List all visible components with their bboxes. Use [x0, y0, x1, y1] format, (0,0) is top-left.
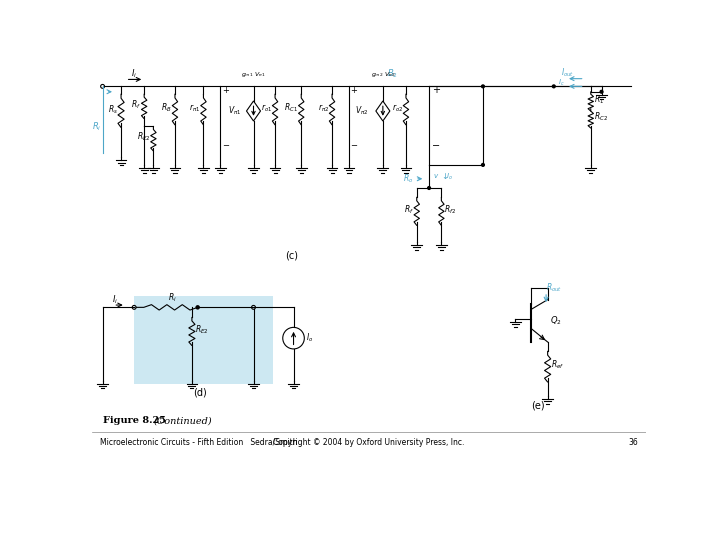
Text: $I_{out}$: $I_{out}$ — [561, 66, 575, 79]
Text: $I_c$: $I_c$ — [558, 78, 564, 89]
Text: (d): (d) — [193, 387, 207, 397]
Text: $r_{o2}$: $r_{o2}$ — [392, 102, 403, 114]
Text: −: − — [432, 140, 440, 151]
Circle shape — [482, 85, 485, 87]
Text: $V_{\pi 1}$: $V_{\pi 1}$ — [228, 105, 241, 117]
Text: $B_2$: $B_2$ — [387, 68, 397, 80]
Circle shape — [428, 187, 431, 190]
Text: $r_{o1}$: $r_{o1}$ — [261, 102, 272, 114]
Bar — [134, 296, 273, 384]
Text: $I_i$: $I_i$ — [131, 68, 138, 80]
Text: Copyright © 2004 by Oxford University Press, Inc.: Copyright © 2004 by Oxford University Pr… — [274, 437, 464, 447]
Text: 36: 36 — [629, 437, 639, 447]
Text: Microelectronic Circuits - Fifth Edition   Sedra/Smith: Microelectronic Circuits - Fifth Edition… — [99, 437, 297, 447]
Text: $R_i$: $R_i$ — [168, 291, 177, 303]
Text: $R_{f2}$: $R_{f2}$ — [444, 203, 456, 216]
Text: $R_{E2}$: $R_{E2}$ — [195, 323, 209, 336]
Text: $V_{\pi 2}$: $V_{\pi 2}$ — [355, 105, 369, 117]
Text: $\downarrow$: $\downarrow$ — [440, 172, 449, 181]
Text: $R_o$: $R_o$ — [403, 172, 414, 185]
Text: +: + — [222, 86, 229, 94]
Circle shape — [600, 90, 603, 93]
Circle shape — [482, 164, 485, 166]
Text: $r_{\pi 1}$: $r_{\pi 1}$ — [189, 102, 200, 114]
Text: $v$: $v$ — [433, 172, 439, 180]
Text: $R_{out}$: $R_{out}$ — [546, 282, 562, 294]
Text: $R_{E2}$: $R_{E2}$ — [137, 131, 150, 144]
Text: $R_{ef}$: $R_{ef}$ — [551, 359, 564, 372]
Text: $R_1$: $R_1$ — [594, 94, 604, 106]
Text: $g_{m2}\ V_{\pi 2}$: $g_{m2}\ V_{\pi 2}$ — [371, 70, 395, 78]
Text: (c): (c) — [286, 251, 299, 261]
Text: Figure 8.25: Figure 8.25 — [102, 416, 166, 425]
Text: $R_B$: $R_B$ — [161, 102, 172, 114]
Text: +: + — [432, 85, 440, 95]
Text: $R_{C2}$: $R_{C2}$ — [594, 111, 608, 124]
Text: $R_{C1}$: $R_{C1}$ — [284, 102, 298, 114]
Text: $Q_2$: $Q_2$ — [550, 314, 562, 327]
Circle shape — [552, 85, 555, 87]
Text: (e): (e) — [531, 401, 545, 411]
Text: $g_{m1}\ V_{\pi 1}$: $g_{m1}\ V_{\pi 1}$ — [241, 70, 266, 78]
Text: −: − — [222, 141, 229, 150]
Text: −: − — [351, 141, 358, 150]
Text: $I_o$: $I_o$ — [306, 332, 313, 345]
Text: $R_f$: $R_f$ — [131, 99, 141, 111]
Text: $I_o$: $I_o$ — [446, 171, 453, 181]
Text: $I_i$: $I_i$ — [112, 293, 118, 306]
Text: $r_{\pi 2}$: $r_{\pi 2}$ — [318, 102, 329, 114]
Text: $R_f$: $R_f$ — [404, 203, 414, 216]
Text: (Continued): (Continued) — [153, 416, 212, 425]
Circle shape — [196, 306, 199, 309]
Text: $R_s$: $R_s$ — [108, 103, 118, 116]
Text: $R_i$: $R_i$ — [91, 120, 101, 133]
Text: +: + — [351, 86, 357, 94]
